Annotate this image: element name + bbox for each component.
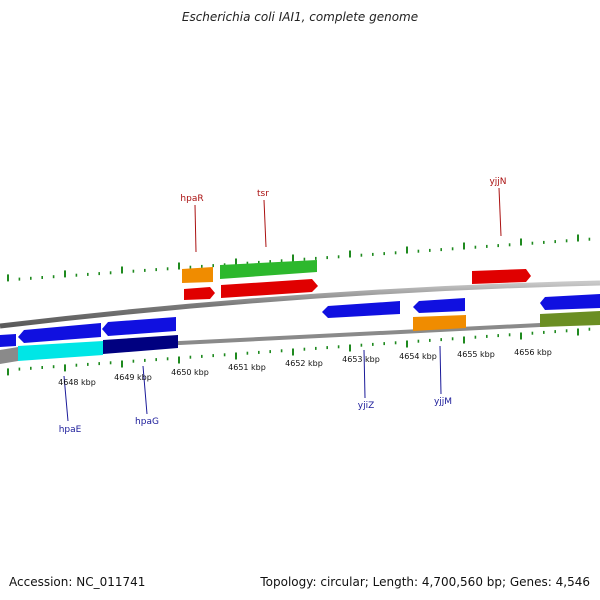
leader-hpaE — [63, 375, 69, 422]
gene-label-yjjM: yjjM — [434, 397, 452, 407]
gene-label-yjiZ: yjiZ — [358, 401, 375, 411]
gene-yjjM-feature[interactable] — [413, 298, 465, 313]
gene-hpaG-feature[interactable] — [102, 317, 176, 336]
gene-feature-blue-right[interactable] — [540, 294, 600, 310]
gene-label-yjjN: yjjN — [489, 177, 506, 187]
gene-label-hpaR: hpaR — [180, 194, 203, 204]
gene-tsr-rna-feature[interactable] — [220, 260, 317, 279]
leader-tsr — [263, 199, 267, 248]
scale-label-4648: 4648 kbp — [58, 378, 96, 387]
gene-feature-olive-right[interactable] — [540, 311, 600, 327]
gene-feature-red-1[interactable] — [184, 287, 215, 300]
genome-summary-text: Topology: circular; Length: 4,700,560 bp… — [260, 575, 590, 589]
gene-yjjN-feature[interactable] — [472, 269, 531, 284]
scale-label-4654: 4654 kbp — [399, 352, 437, 361]
gene-hpaE-rna-feature[interactable] — [18, 341, 103, 361]
gene-yjjM-rna-feature[interactable] — [413, 315, 466, 331]
gene-hpaR-feature[interactable] — [182, 267, 213, 283]
leader-hpaR — [194, 204, 197, 253]
leader-yjjM — [439, 345, 442, 395]
gene-label-hpaG: hpaG — [135, 417, 159, 427]
map-title: Escherichia coli IAI1, complete genome — [181, 10, 419, 24]
scale-label-4656: 4656 kbp — [514, 348, 552, 357]
scale-label-4652: 4652 kbp — [285, 359, 323, 368]
accession-text: Accession: NC_011741 — [9, 575, 146, 589]
gene-hpaG-rna-feature[interactable] — [103, 335, 178, 354]
gene-yjiZ-feature[interactable] — [322, 301, 400, 318]
scale-label-4651: 4651 kbp — [228, 363, 266, 372]
tick-marks-upper — [7, 234, 591, 282]
scale-label-4655: 4655 kbp — [457, 350, 495, 359]
gene-label-tsr: tsr — [257, 189, 269, 199]
scale-label-4653: 4653 kbp — [342, 355, 380, 364]
leader-hpaG — [142, 365, 148, 415]
gene-feature-blue-left[interactable] — [0, 334, 16, 347]
leader-yjjN — [498, 187, 502, 237]
scale-label-4649: 4649 kbp — [114, 373, 152, 382]
gene-hpaE-feature[interactable] — [18, 323, 101, 343]
genome-backbone-upper — [0, 280, 600, 329]
gene-tsr-feature[interactable] — [221, 279, 318, 298]
gene-label-hpaE: hpaE — [59, 425, 82, 435]
tick-marks-lower — [7, 327, 591, 376]
leader-yjiZ — [363, 349, 366, 399]
scale-label-4650: 4650 kbp — [171, 368, 209, 377]
gene-feature-gray-left[interactable] — [0, 347, 18, 364]
